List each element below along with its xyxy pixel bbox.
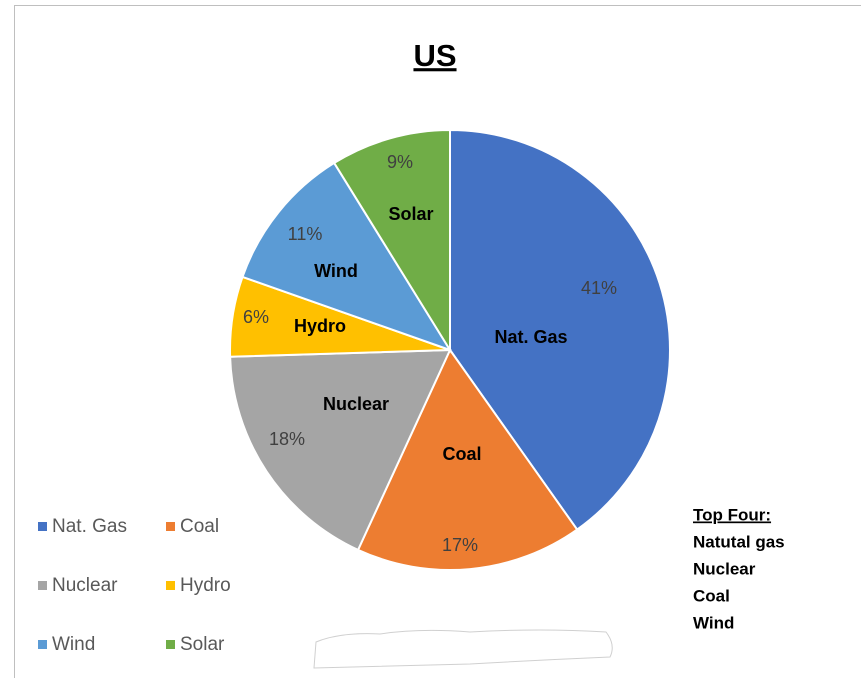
legend-swatch <box>38 640 47 649</box>
data-label: 41% <box>581 278 617 298</box>
legend-label: Nat. Gas <box>52 516 127 537</box>
slice-name: Nat. Gas <box>494 327 567 347</box>
legend-label: Coal <box>180 516 219 537</box>
pie-slice <box>229 348 452 552</box>
legend-label: Wind <box>52 634 95 655</box>
legend-swatch <box>166 522 175 531</box>
scribble <box>313 629 613 669</box>
legend-label: Solar <box>180 634 225 655</box>
slice-name: Hydro <box>294 316 346 336</box>
annotation: Coal <box>693 586 730 605</box>
slice-name: Solar <box>388 204 433 224</box>
data-label: 9% <box>387 152 413 172</box>
legend-label: Nuclear <box>52 575 118 596</box>
legend-swatch <box>166 581 175 590</box>
data-label: 17% <box>442 535 478 555</box>
pie-slice <box>356 348 579 571</box>
slice-name: Coal <box>442 444 481 464</box>
annotation: Natutal gas <box>693 532 785 551</box>
slice-name: Nuclear <box>323 394 389 414</box>
annotation: Nuclear <box>693 559 756 578</box>
legend-swatch <box>166 640 175 649</box>
data-label: 18% <box>269 429 305 449</box>
slice-name: Wind <box>314 261 358 281</box>
pie-slice <box>332 128 451 354</box>
chart-title: US <box>413 38 456 73</box>
annotation: Top Four: <box>693 505 771 524</box>
data-label: 11% <box>288 224 323 244</box>
legend-swatch <box>38 581 47 590</box>
pie-slice <box>241 161 453 352</box>
legend-swatch <box>38 522 47 531</box>
pie-slice <box>449 128 671 531</box>
legend-label: Hydro <box>180 575 231 596</box>
annotation: Wind <box>693 613 734 632</box>
data-label: 6% <box>243 307 269 327</box>
